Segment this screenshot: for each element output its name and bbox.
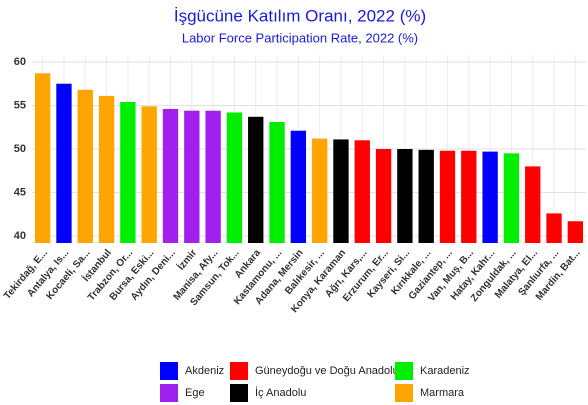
legend-label: Akdeniz xyxy=(185,365,224,377)
legend-label: Ege xyxy=(185,387,205,399)
y-tick-label: 55 xyxy=(14,99,26,111)
chart-title: İşgücüne Katılım Oranı, 2022 (%) xyxy=(174,6,426,25)
bar xyxy=(418,149,434,243)
bar xyxy=(98,95,115,243)
bar xyxy=(439,150,456,243)
bar xyxy=(162,108,179,244)
bar xyxy=(482,151,498,243)
legend-swatch xyxy=(160,384,178,402)
bar xyxy=(567,221,584,243)
bar xyxy=(205,110,221,243)
bar xyxy=(546,213,562,243)
bar xyxy=(354,140,370,243)
y-tick-label: 60 xyxy=(14,56,26,68)
legend-label: İç Anadolu xyxy=(255,386,306,399)
bar xyxy=(290,130,307,243)
legend-swatch xyxy=(230,384,248,402)
bar xyxy=(503,153,520,243)
bar xyxy=(77,89,93,243)
bar xyxy=(525,166,541,243)
bar xyxy=(248,116,264,243)
legend-label: Güneydoğu ve Doğu Anadolu xyxy=(255,365,399,377)
legend-swatch xyxy=(230,362,248,380)
legend-swatch xyxy=(395,362,413,380)
bar xyxy=(34,73,51,244)
bar xyxy=(56,83,72,243)
y-tick-label: 45 xyxy=(14,186,26,198)
bar xyxy=(269,122,285,243)
chart-subtitle: Labor Force Participation Rate, 2022 (%) xyxy=(182,30,418,45)
y-tick-label: 50 xyxy=(14,143,26,155)
bar xyxy=(461,150,477,243)
bar xyxy=(141,106,157,243)
legend-label: Karadeniz xyxy=(420,365,470,377)
bar xyxy=(333,139,349,243)
y-tick-label: 40 xyxy=(14,230,26,242)
bar xyxy=(311,138,328,243)
legend-swatch xyxy=(395,384,413,402)
bar xyxy=(184,110,200,243)
bar xyxy=(226,112,243,243)
legend-label: Marmara xyxy=(420,387,465,399)
bar xyxy=(375,149,392,243)
bar xyxy=(120,102,136,243)
bar xyxy=(397,149,413,243)
legend-swatch xyxy=(160,362,178,380)
